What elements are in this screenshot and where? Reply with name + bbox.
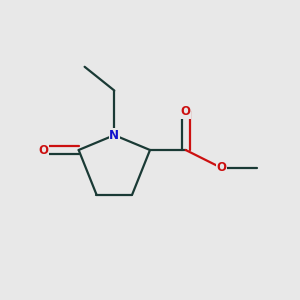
Text: O: O — [216, 161, 226, 174]
Text: O: O — [181, 105, 191, 118]
Text: N: N — [109, 129, 119, 142]
Text: O: O — [38, 143, 48, 157]
